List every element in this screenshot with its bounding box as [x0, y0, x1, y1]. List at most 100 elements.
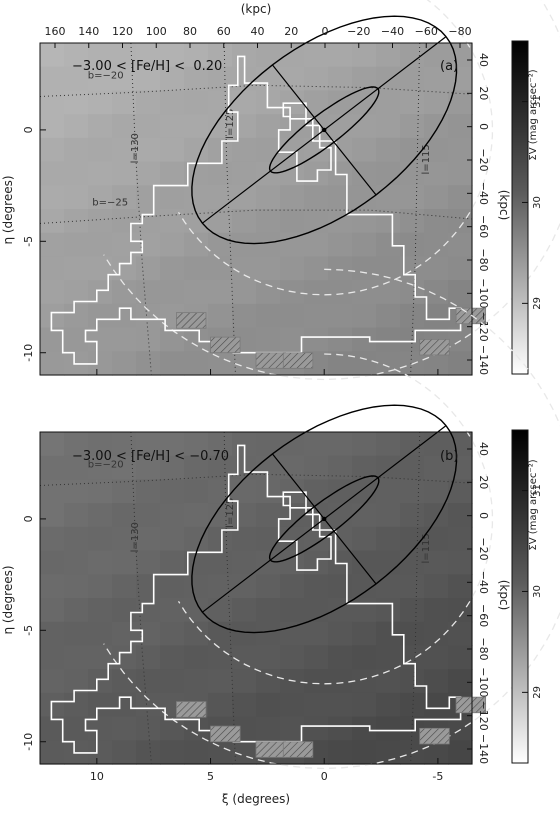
heat-cell [40, 740, 65, 765]
heat-cell [184, 574, 209, 599]
heat-cell [352, 740, 377, 765]
hatched-field [282, 741, 314, 758]
heat-cell [136, 232, 161, 258]
hatched-field [255, 741, 286, 758]
right-tick-label: 0 [477, 123, 490, 130]
heat-cell [208, 43, 233, 68]
heat-cell [280, 232, 305, 258]
heat-cell [160, 66, 185, 92]
heat-cell [376, 256, 401, 281]
heat-cell [184, 526, 209, 552]
panel-a-colorbar-bar [511, 40, 529, 375]
heat-cell [304, 550, 329, 575]
heat-cell [40, 598, 65, 623]
heat-cell [88, 455, 113, 481]
hatched-field [419, 338, 450, 356]
heat-cell [160, 114, 185, 139]
longitude-line-115 [410, 431, 421, 765]
heat-cell [328, 645, 353, 670]
grid-label: l=125 [225, 109, 236, 139]
heat-cell [40, 550, 65, 575]
heat-cell [352, 256, 377, 281]
heat-cell [184, 327, 209, 352]
heat-cell [400, 692, 425, 718]
heat-cell [112, 209, 137, 234]
latitude-line-b-20 [39, 84, 473, 97]
heat-cell [424, 209, 449, 234]
heat-cell [424, 66, 449, 92]
heat-cell [304, 327, 329, 352]
top-tick-label: 20 [284, 25, 298, 38]
panel-a-tag: (a) [440, 59, 458, 74]
survey-outline-main [50, 444, 462, 754]
heat-cell [328, 256, 353, 281]
heat-cell [424, 692, 449, 718]
grid-label: l=115 [421, 533, 432, 563]
heat-cell [136, 66, 161, 92]
heat-cell [400, 280, 425, 305]
heat-cell [64, 692, 89, 718]
heat-cell [88, 137, 113, 163]
heat-cell [232, 503, 257, 528]
panel-b-ellipses [191, 404, 458, 634]
heat-cell [352, 327, 377, 352]
heat-cell [136, 114, 161, 139]
heat-cell [424, 114, 449, 139]
heat-cell [64, 669, 89, 694]
heat-cell [400, 669, 425, 694]
heat-cell [112, 232, 137, 258]
heat-cell [232, 209, 257, 234]
heat-cell [352, 209, 377, 234]
heat-cell [232, 621, 257, 647]
heat-cell [208, 161, 233, 186]
right-tick-label: −60 [477, 215, 490, 238]
heat-cell [232, 692, 257, 718]
top-tick-label: 140 [78, 25, 99, 38]
heat-cell [376, 327, 401, 352]
heat-cell [160, 280, 185, 305]
heat-cell [448, 716, 473, 741]
heat-cell [328, 43, 353, 68]
heat-cell [424, 303, 449, 329]
heat-cell [40, 232, 65, 258]
heat-cell [184, 716, 209, 741]
right-tick-label: −140 [477, 345, 490, 375]
heat-cell [256, 716, 281, 741]
heat-cell [232, 161, 257, 186]
top-tick-label: −20 [347, 25, 370, 38]
y-tick-label: -5 [22, 236, 35, 247]
center-marker [322, 516, 327, 522]
panel-a-colorbar-ticks: 31 30 29 [522, 95, 543, 310]
heat-cell [400, 432, 425, 457]
panel-b-colorbar-bar [511, 429, 529, 764]
panel-b: b=−20 l=130 l=125 l=115 0 -5 -10 10 5 0 -5 40 20 0 −2… [1, 268, 560, 806]
heat-cell [448, 526, 473, 552]
heat-cell [64, 232, 89, 258]
panel-b-survey-outline [50, 444, 487, 758]
heat-cell [112, 574, 137, 599]
right-tick-label: −40 [477, 182, 490, 205]
heat-cell [304, 90, 329, 115]
heat-cell [112, 598, 137, 623]
heat-cell [64, 280, 89, 305]
heat-cell [184, 669, 209, 694]
heat-cell [40, 90, 65, 115]
heat-cell [136, 740, 161, 765]
heat-cell [160, 669, 185, 694]
hatched-field [455, 307, 487, 325]
heat-cell [136, 716, 161, 741]
y-tick-label: 0 [22, 515, 35, 522]
heat-cell [280, 574, 305, 599]
heat-cell [160, 232, 185, 258]
panel-b-y-axis-label: η (degrees) [1, 565, 15, 634]
heat-cell [424, 455, 449, 481]
heat-cell [136, 327, 161, 352]
heat-cell [40, 209, 65, 234]
top-tick-label: 160 [45, 25, 66, 38]
heat-cell [232, 303, 257, 329]
heat-cell [400, 185, 425, 210]
heat-cell [376, 526, 401, 552]
heat-cell [448, 455, 473, 481]
heat-cell [304, 66, 329, 92]
